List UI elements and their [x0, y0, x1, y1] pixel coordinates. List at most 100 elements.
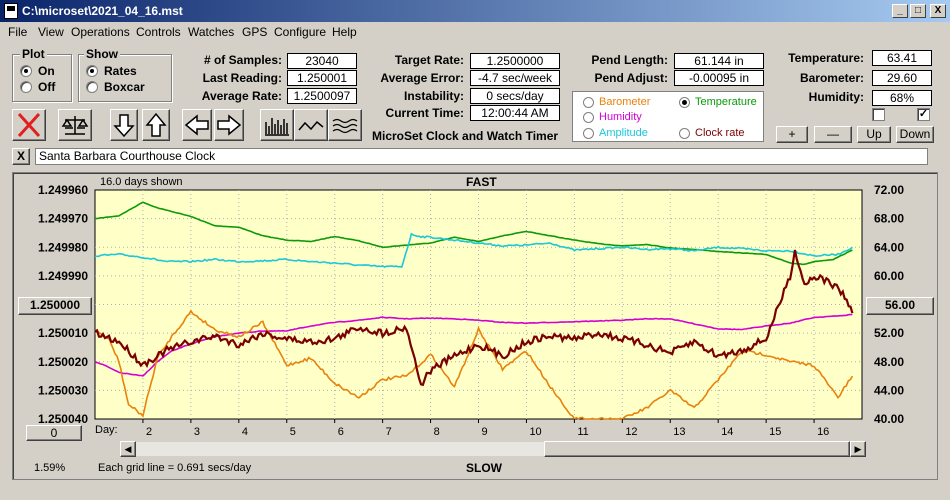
- barometer-value: 29.60: [872, 70, 932, 86]
- series-temperature: [94, 201, 853, 266]
- window-title: C:\microset\2021_04_16.mst: [22, 4, 183, 18]
- up-arrow-button[interactable]: [142, 109, 170, 141]
- left-arrow-button[interactable]: [182, 109, 212, 141]
- minimize-button[interactable]: _: [892, 4, 908, 18]
- percent-readout: 1.59%: [34, 462, 66, 474]
- show-rates-label[interactable]: Rates: [104, 64, 137, 78]
- x-tick-label: 6: [338, 426, 344, 438]
- maximize-button[interactable]: □: [910, 4, 926, 18]
- close-button[interactable]: X: [930, 4, 946, 18]
- pend-length-label: Pend Length:: [591, 53, 668, 67]
- left-tick-label: 1.249980: [38, 240, 88, 254]
- scroll-thumb[interactable]: [544, 441, 850, 457]
- right-tick-label: 64.00: [874, 240, 904, 254]
- checkbox-right[interactable]: ✓: [917, 108, 930, 121]
- x-tick-label: 5: [290, 426, 296, 438]
- checkbox-left[interactable]: [872, 108, 885, 121]
- target-rate-value: 1.2500000: [470, 53, 560, 69]
- plot-group-label: Plot: [20, 47, 47, 61]
- temperature-label: Temperature:: [788, 51, 864, 65]
- right-tick-label: 60.00: [874, 269, 904, 283]
- clock-name-input[interactable]: Santa Barbara Courthouse Clock: [35, 148, 928, 165]
- clock-rate-option-label[interactable]: Clock rate: [695, 127, 745, 139]
- grid-note: Each grid line = 0.691 secs/day: [98, 462, 252, 474]
- samples-value: 23040: [287, 53, 357, 69]
- series-lines: [94, 201, 854, 420]
- line-view-button[interactable]: [294, 109, 328, 141]
- samples-label: # of Samples:: [203, 53, 282, 67]
- red-x-icon: [17, 112, 41, 138]
- scale-down-button[interactable]: Down: [896, 126, 934, 143]
- plot-on-radio[interactable]: [20, 65, 32, 77]
- amplitude-option-label[interactable]: Amplitude: [599, 127, 648, 139]
- plot-off-radio[interactable]: [20, 81, 32, 93]
- left-tick-label: 1.249970: [38, 212, 88, 226]
- scroll-right-button[interactable]: ▶: [850, 441, 866, 457]
- menu-configure[interactable]: Configure: [274, 25, 327, 39]
- slow-label: SLOW: [466, 461, 502, 475]
- wave-view-button[interactable]: [328, 109, 362, 141]
- instability-label: Instability:: [403, 89, 464, 103]
- current-time-label: Current Time:: [385, 106, 464, 120]
- clock-close-button[interactable]: X: [12, 148, 30, 165]
- menu-controls[interactable]: Controls: [136, 25, 181, 39]
- menu-help[interactable]: Help: [332, 25, 357, 39]
- last-reading-label: Last Reading:: [202, 71, 282, 85]
- app-icon[interactable]: [4, 3, 18, 19]
- fast-label: FAST: [466, 175, 497, 189]
- scale-plus-button[interactable]: +: [776, 126, 808, 143]
- plot-area: [94, 189, 863, 420]
- menu-operations[interactable]: Operations: [71, 25, 130, 39]
- right-tick-label: 48.00: [874, 355, 904, 369]
- down-arrow-button[interactable]: [110, 109, 138, 141]
- left-axis: 1.249960 1.249970 1.249980 1.249990 1.250010…: [38, 183, 88, 426]
- barometer-label: Barometer:: [799, 71, 864, 85]
- temperature-option-label[interactable]: Temperature: [695, 96, 757, 108]
- show-boxcar-radio[interactable]: [86, 81, 98, 93]
- series-amplitude: [94, 232, 853, 269]
- barometer-option-label[interactable]: Barometer: [599, 96, 651, 108]
- temperature-radio[interactable]: [679, 97, 690, 108]
- right-tick-label: 68.00: [874, 212, 904, 226]
- pend-adjust-value: -0.00095 in: [674, 70, 764, 86]
- series-barometer: [94, 309, 854, 420]
- x-tick-label: 14: [721, 426, 733, 438]
- show-boxcar-label[interactable]: Boxcar: [104, 80, 145, 94]
- current-time-value: 12:00:44 AM: [470, 105, 560, 121]
- plot-on-label[interactable]: On: [38, 64, 55, 78]
- x-tick-label: 16: [817, 426, 829, 438]
- right-tick-label: 44.00: [874, 383, 904, 397]
- x-tick-label: 2: [146, 426, 152, 438]
- target-rate-label: Target Rate:: [394, 53, 464, 67]
- line-graph-icon: [298, 120, 324, 131]
- left-tick-label: 1.250040: [38, 412, 88, 426]
- humidity-radio[interactable]: [583, 112, 594, 123]
- scale-minus-button[interactable]: —: [814, 126, 852, 143]
- barometer-radio[interactable]: [583, 97, 594, 108]
- bar-view-button[interactable]: [260, 109, 294, 141]
- stop-button[interactable]: [12, 109, 46, 141]
- left-tick-label: 1.249960: [38, 183, 88, 197]
- down-arrow-icon: [113, 114, 135, 138]
- right-arrow-button[interactable]: [214, 109, 244, 141]
- amplitude-radio[interactable]: [583, 128, 594, 139]
- menu-file[interactable]: File: [8, 25, 28, 39]
- scale-up-button[interactable]: Up: [857, 126, 891, 143]
- menu-view[interactable]: View: [38, 25, 64, 39]
- clock-rate-radio[interactable]: [679, 128, 690, 139]
- chart-frame: [12, 172, 938, 480]
- zero-button[interactable]: 0: [26, 425, 82, 441]
- series-clock-rate: [94, 249, 854, 387]
- show-rates-radio[interactable]: [86, 65, 98, 77]
- menu-gps[interactable]: GPS: [242, 25, 268, 39]
- center-sensor-button[interactable]: 56.00: [866, 297, 934, 315]
- humidity-option-label[interactable]: Humidity: [599, 111, 642, 123]
- plot-off-label[interactable]: Off: [38, 80, 56, 94]
- menu-watches[interactable]: Watches: [188, 25, 235, 39]
- app-caption: MicroSet Clock and Watch Timer: [372, 129, 559, 143]
- scroll-left-button[interactable]: ◀: [120, 441, 136, 457]
- average-error-value: -4.7 sec/week: [470, 70, 560, 86]
- right-arrow-icon: [217, 114, 242, 136]
- calibrate-button[interactable]: [58, 109, 92, 141]
- center-rate-button[interactable]: 1.250000: [18, 297, 92, 315]
